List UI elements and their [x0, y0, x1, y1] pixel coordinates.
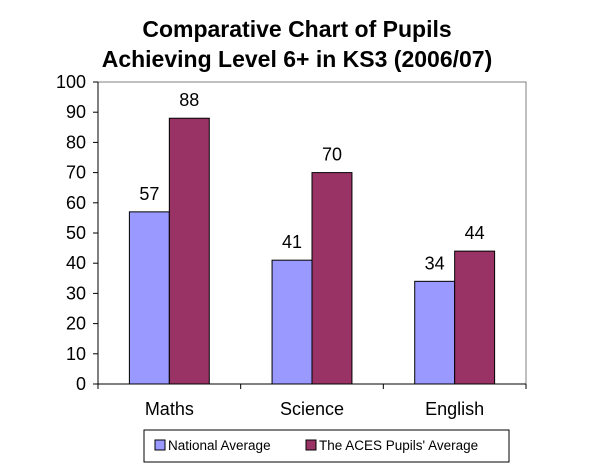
- legend-label: National Average: [168, 438, 271, 453]
- data-label: 70: [322, 145, 342, 165]
- legend: National Average The ACES Pupils' Average: [143, 429, 510, 463]
- y-tick-label: 20: [66, 314, 86, 334]
- legend-box: [143, 429, 510, 463]
- bar-national-average: [128, 211, 170, 385]
- y-tick-label: 80: [66, 132, 86, 152]
- x-axis: Maths Science English: [97, 383, 527, 419]
- y-tick-label: 0: [76, 374, 86, 394]
- data-label: 57: [139, 184, 159, 204]
- y-tick-label: 90: [66, 102, 86, 122]
- legend-swatch: [154, 439, 166, 451]
- legend-swatch: [305, 439, 317, 451]
- bars-group: 57 88 41 70 34 44: [128, 90, 496, 385]
- y-axis: 0 10 20 30 40 50 60 70 80 90 100: [56, 72, 99, 394]
- chart-title-line-1: Comparative Chart of Pupils: [142, 16, 451, 42]
- y-tick-label: 100: [56, 72, 86, 92]
- data-label: 88: [179, 90, 199, 110]
- x-category-label: Science: [280, 399, 344, 419]
- chart-title: Comparative Chart of Pupils Achieving Le…: [102, 16, 493, 72]
- bar-national-average: [414, 280, 456, 385]
- y-tick-label: 50: [66, 223, 86, 243]
- x-category-label: Maths: [145, 399, 194, 419]
- data-label: 41: [282, 232, 302, 252]
- data-label: 44: [465, 223, 485, 243]
- y-tick-label: 10: [66, 344, 86, 364]
- x-category-label: English: [425, 399, 484, 419]
- bar-aces-pupils-average: [454, 250, 496, 385]
- y-tick-label: 30: [66, 283, 86, 303]
- y-tick-label: 40: [66, 253, 86, 273]
- legend-label: The ACES Pupils' Average: [319, 438, 478, 453]
- y-tick-label: 70: [66, 163, 86, 183]
- y-tick-label: 60: [66, 193, 86, 213]
- chart-title-line-2: Achieving Level 6+ in KS3 (2006/07): [102, 46, 493, 72]
- data-label: 34: [425, 253, 445, 273]
- bar-aces-pupils-average: [311, 172, 353, 385]
- bar-national-average: [271, 259, 313, 385]
- bar-aces-pupils-average: [168, 117, 210, 385]
